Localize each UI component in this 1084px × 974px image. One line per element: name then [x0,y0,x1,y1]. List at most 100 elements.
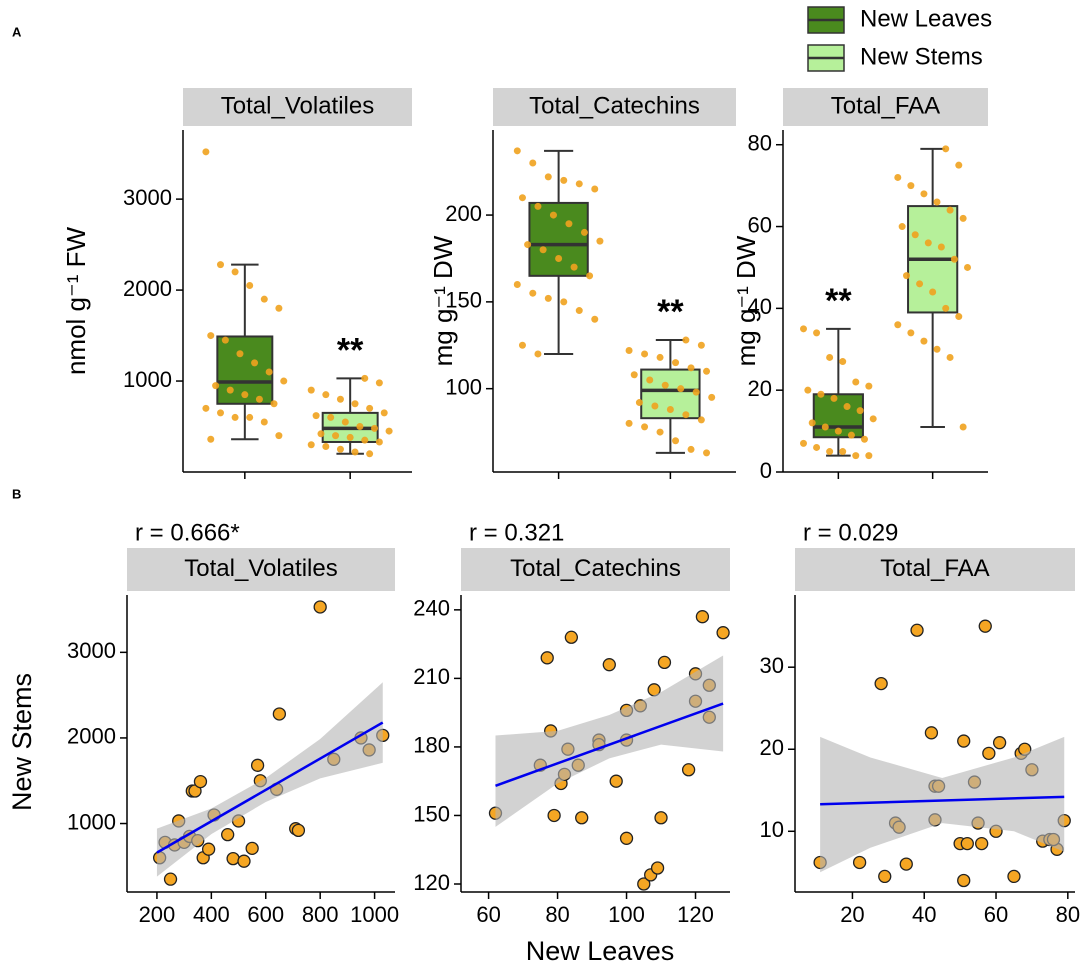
jitter-point [280,377,288,385]
x-tick-label: 100 [608,902,645,927]
jitter-point [672,359,680,367]
y-tick-label: 60 [748,212,772,237]
strip [795,548,1075,591]
x-tick-label: 800 [302,902,339,927]
jitter-point [646,376,654,384]
y-tick-label: 30 [760,653,784,678]
y-tick-label: 80 [748,131,772,156]
jitter-point [661,381,669,389]
jitter-point [513,281,521,289]
jitter-point [246,282,254,290]
jitter-point [524,241,532,249]
x-tick-label: 60 [476,902,500,927]
point [226,851,240,866]
jitter-point [894,321,902,329]
jitter-point [826,353,834,361]
jitter-point [821,423,829,431]
jitter-point [839,358,847,366]
jitter-point [697,416,705,424]
point [540,651,554,665]
y-tick-label: 150 [413,801,450,826]
point [899,857,913,871]
jitter-point [241,391,249,399]
jitter-point [703,367,711,375]
fit-line [820,795,1065,806]
jitter-point [275,432,283,440]
jitter-point [834,427,842,435]
jitter-point [226,386,234,394]
jitter-point [808,419,816,427]
y-axis-title: mg g⁻¹ DW [731,235,761,366]
y-tick-label: 120 [413,870,450,895]
jitter-point [894,173,902,181]
jitter-point [380,409,388,417]
jitter-point [216,409,224,417]
x-tick-label: 400 [193,902,230,927]
jitter-point [255,395,263,403]
jitter-point [544,294,552,302]
jitter-point [946,353,954,361]
jitter-point [903,272,911,280]
jitter-point [356,423,364,431]
point [619,831,634,845]
legend-label: New Stems [860,43,983,70]
point [637,877,651,891]
jitter-point [385,427,393,435]
jitter-point [959,214,967,222]
jitter-point [275,304,283,312]
point [654,811,668,825]
jitter-point [920,190,928,198]
jitter-point [332,432,340,440]
jitter-point [813,329,821,337]
y-tick-label: 40 [748,294,772,319]
jitter-point [231,268,239,276]
jitter-point [580,228,588,236]
y-tick-label: 1000 [67,809,116,834]
jitter-point [852,452,860,460]
y-tick-label: 20 [760,735,784,760]
jitter-point [641,423,649,431]
jitter-point [708,393,716,401]
x-tick-label: 60 [984,902,1008,927]
panel-label: A [12,24,22,39]
jitter-point [911,231,919,239]
jitter-point [937,243,945,251]
jitter-point [555,254,563,262]
y-axis-title: nmol g⁻¹ FW [61,227,91,376]
jitter-point [630,371,638,379]
point [602,658,616,672]
point [193,774,208,789]
y-tick-label: 2000 [67,724,116,749]
point [564,630,579,644]
jitter-point [260,418,268,426]
jitter-point [351,448,359,456]
jitter-point [312,412,320,420]
point [852,855,867,870]
point [237,854,251,868]
y-tick-label: 100 [445,374,482,399]
jitter-point [856,407,864,415]
jitter-point [651,402,659,410]
jitter-point [575,180,583,188]
confidence-band [820,736,1065,873]
jitter-point [625,346,633,354]
jitter-point [946,206,954,214]
fit-line [156,721,384,854]
point [250,758,265,772]
jitter-point [860,435,868,443]
jitter-point [843,403,851,411]
jitter-point [207,435,215,443]
strip [461,548,730,591]
jitter-point [804,386,812,394]
point [957,873,971,888]
y-tick-label: 3000 [67,638,116,663]
jitter-point [964,263,971,271]
jitter-point [236,350,244,358]
y-tick-label: 20 [748,376,772,401]
jitter-point [336,395,344,403]
jitter-point [246,413,254,421]
jitter-point [327,413,335,421]
jitter-point [682,336,690,344]
x-tick-label: 600 [247,902,284,927]
